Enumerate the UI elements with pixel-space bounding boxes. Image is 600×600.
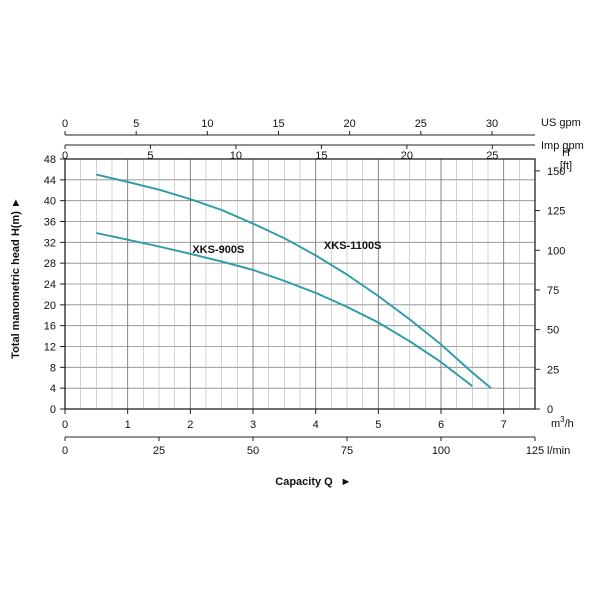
us-gpm-tick-label: 30: [486, 118, 498, 130]
h-ft-tick-label: 50: [547, 325, 559, 337]
series-layer: [96, 173, 492, 389]
imp-gpm-tick-label: 10: [230, 150, 242, 162]
h-ft-tick-label: 150: [547, 166, 565, 178]
imp-gpm-tick-label: 20: [401, 150, 413, 162]
h-m-tick-label: 24: [44, 279, 56, 291]
h-m-tick-label: 0: [50, 404, 56, 416]
lmin-tick-label: 75: [341, 445, 353, 457]
h-ft-tick-label: 100: [547, 245, 565, 257]
us-gpm-tick-label: 0: [62, 118, 68, 130]
m3h-tick-label: 2: [187, 419, 193, 431]
h-m-tick-label: 20: [44, 300, 56, 312]
series-line-xks-900s: [96, 232, 473, 387]
us-gpm-tick-label: 20: [344, 118, 356, 130]
us-gpm-tick-label: 5: [133, 118, 139, 130]
m3h-unit-label: m3/h: [551, 415, 574, 430]
us-gpm-tick-label: 15: [272, 118, 284, 130]
h-m-tick-label: 32: [44, 237, 56, 249]
m3h-tick-label: 0: [62, 419, 68, 431]
imp-gpm-unit-label: Imp gpm: [541, 140, 584, 152]
grid-layer: [65, 159, 535, 409]
h-ft-tick-label: 75: [547, 285, 559, 297]
h-m-tick-label: 12: [44, 342, 56, 354]
h-m-tick-label: 16: [44, 321, 56, 333]
series-line-xks-1100s: [96, 173, 492, 389]
h-ft-tick-label: 0: [547, 404, 553, 416]
us-gpm-tick-label: 10: [201, 118, 213, 130]
h-m-tick-label: 8: [50, 362, 56, 374]
m3h-tick-label: 4: [313, 419, 319, 431]
m3h-tick-label: 5: [375, 419, 381, 431]
x-axis-arrow: ►: [341, 476, 352, 488]
series-label-xks-900s: XKS-900S: [192, 244, 244, 256]
h-ft-axis-title: H: [562, 147, 570, 159]
axes-layer: [60, 131, 540, 441]
h-m-tick-label: 4: [50, 383, 56, 395]
h-ft-tick-label: 25: [547, 364, 559, 376]
h-m-tick-label: 36: [44, 217, 56, 229]
lmin-tick-label: 125: [526, 445, 544, 457]
us-gpm-unit-label: US gpm: [541, 117, 581, 129]
us-gpm-tick-label: 25: [415, 118, 427, 130]
h-m-tick-label: 40: [44, 196, 56, 208]
imp-gpm-tick-label: 25: [486, 150, 498, 162]
y-axis-title: Total manometric head H(m) ►: [10, 197, 22, 359]
lmin-tick-label: 25: [153, 445, 165, 457]
imp-gpm-tick-label: 0: [62, 150, 68, 162]
x-axis-title: Capacity Q: [275, 476, 333, 488]
lmin-tick-label: 50: [247, 445, 259, 457]
lmin-tick-label: 0: [62, 445, 68, 457]
m3h-tick-label: 3: [250, 419, 256, 431]
imp-gpm-tick-label: 15: [315, 150, 327, 162]
m3h-tick-label: 6: [438, 419, 444, 431]
lmin-tick-label: 100: [432, 445, 450, 457]
imp-gpm-tick-label: 5: [147, 150, 153, 162]
m3h-tick-label: 1: [125, 419, 131, 431]
h-m-tick-label: 48: [44, 154, 56, 166]
h-ft-tick-label: 125: [547, 206, 565, 218]
h-m-tick-label: 28: [44, 258, 56, 270]
h-ft-axis-unit: [ft]: [560, 160, 572, 172]
m3h-tick-label: 7: [501, 419, 507, 431]
h-m-tick-label: 44: [44, 175, 56, 187]
lmin-unit-label: l/min: [547, 445, 570, 457]
series-label-xks-1100s: XKS-1100S: [324, 240, 381, 252]
